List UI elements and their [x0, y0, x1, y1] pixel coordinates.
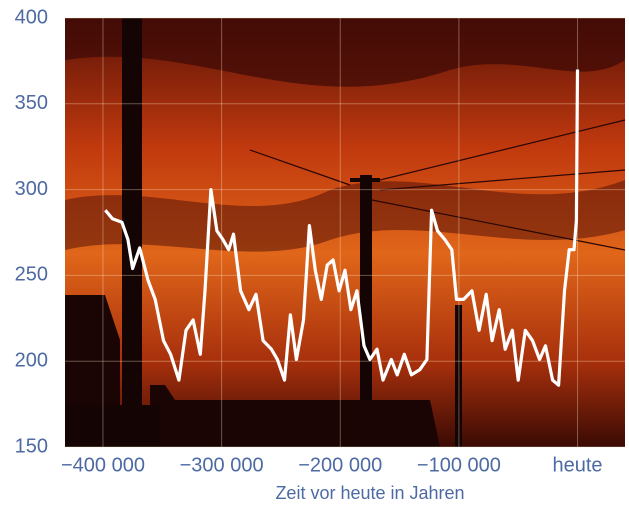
y-tick-label: 400: [15, 6, 48, 28]
x-tick-label: −400 000: [61, 454, 145, 476]
data-line: [104, 69, 580, 387]
x-tick-label: heute: [553, 454, 603, 476]
y-tick-label: 200: [15, 349, 48, 371]
x-tick-label: −100 000: [417, 454, 501, 476]
x-axis-label: Zeit vor heute in Jahren: [275, 483, 464, 503]
grid: [65, 17, 625, 448]
y-tick-label: 150: [15, 435, 48, 457]
x-tick-label: −300 000: [180, 454, 264, 476]
background-photo: [65, 18, 626, 447]
y-tick-label: 300: [15, 178, 48, 200]
y-tick-label: 250: [15, 264, 48, 286]
x-tick-label: −200 000: [298, 454, 382, 476]
y-tick-label: 350: [15, 92, 48, 114]
